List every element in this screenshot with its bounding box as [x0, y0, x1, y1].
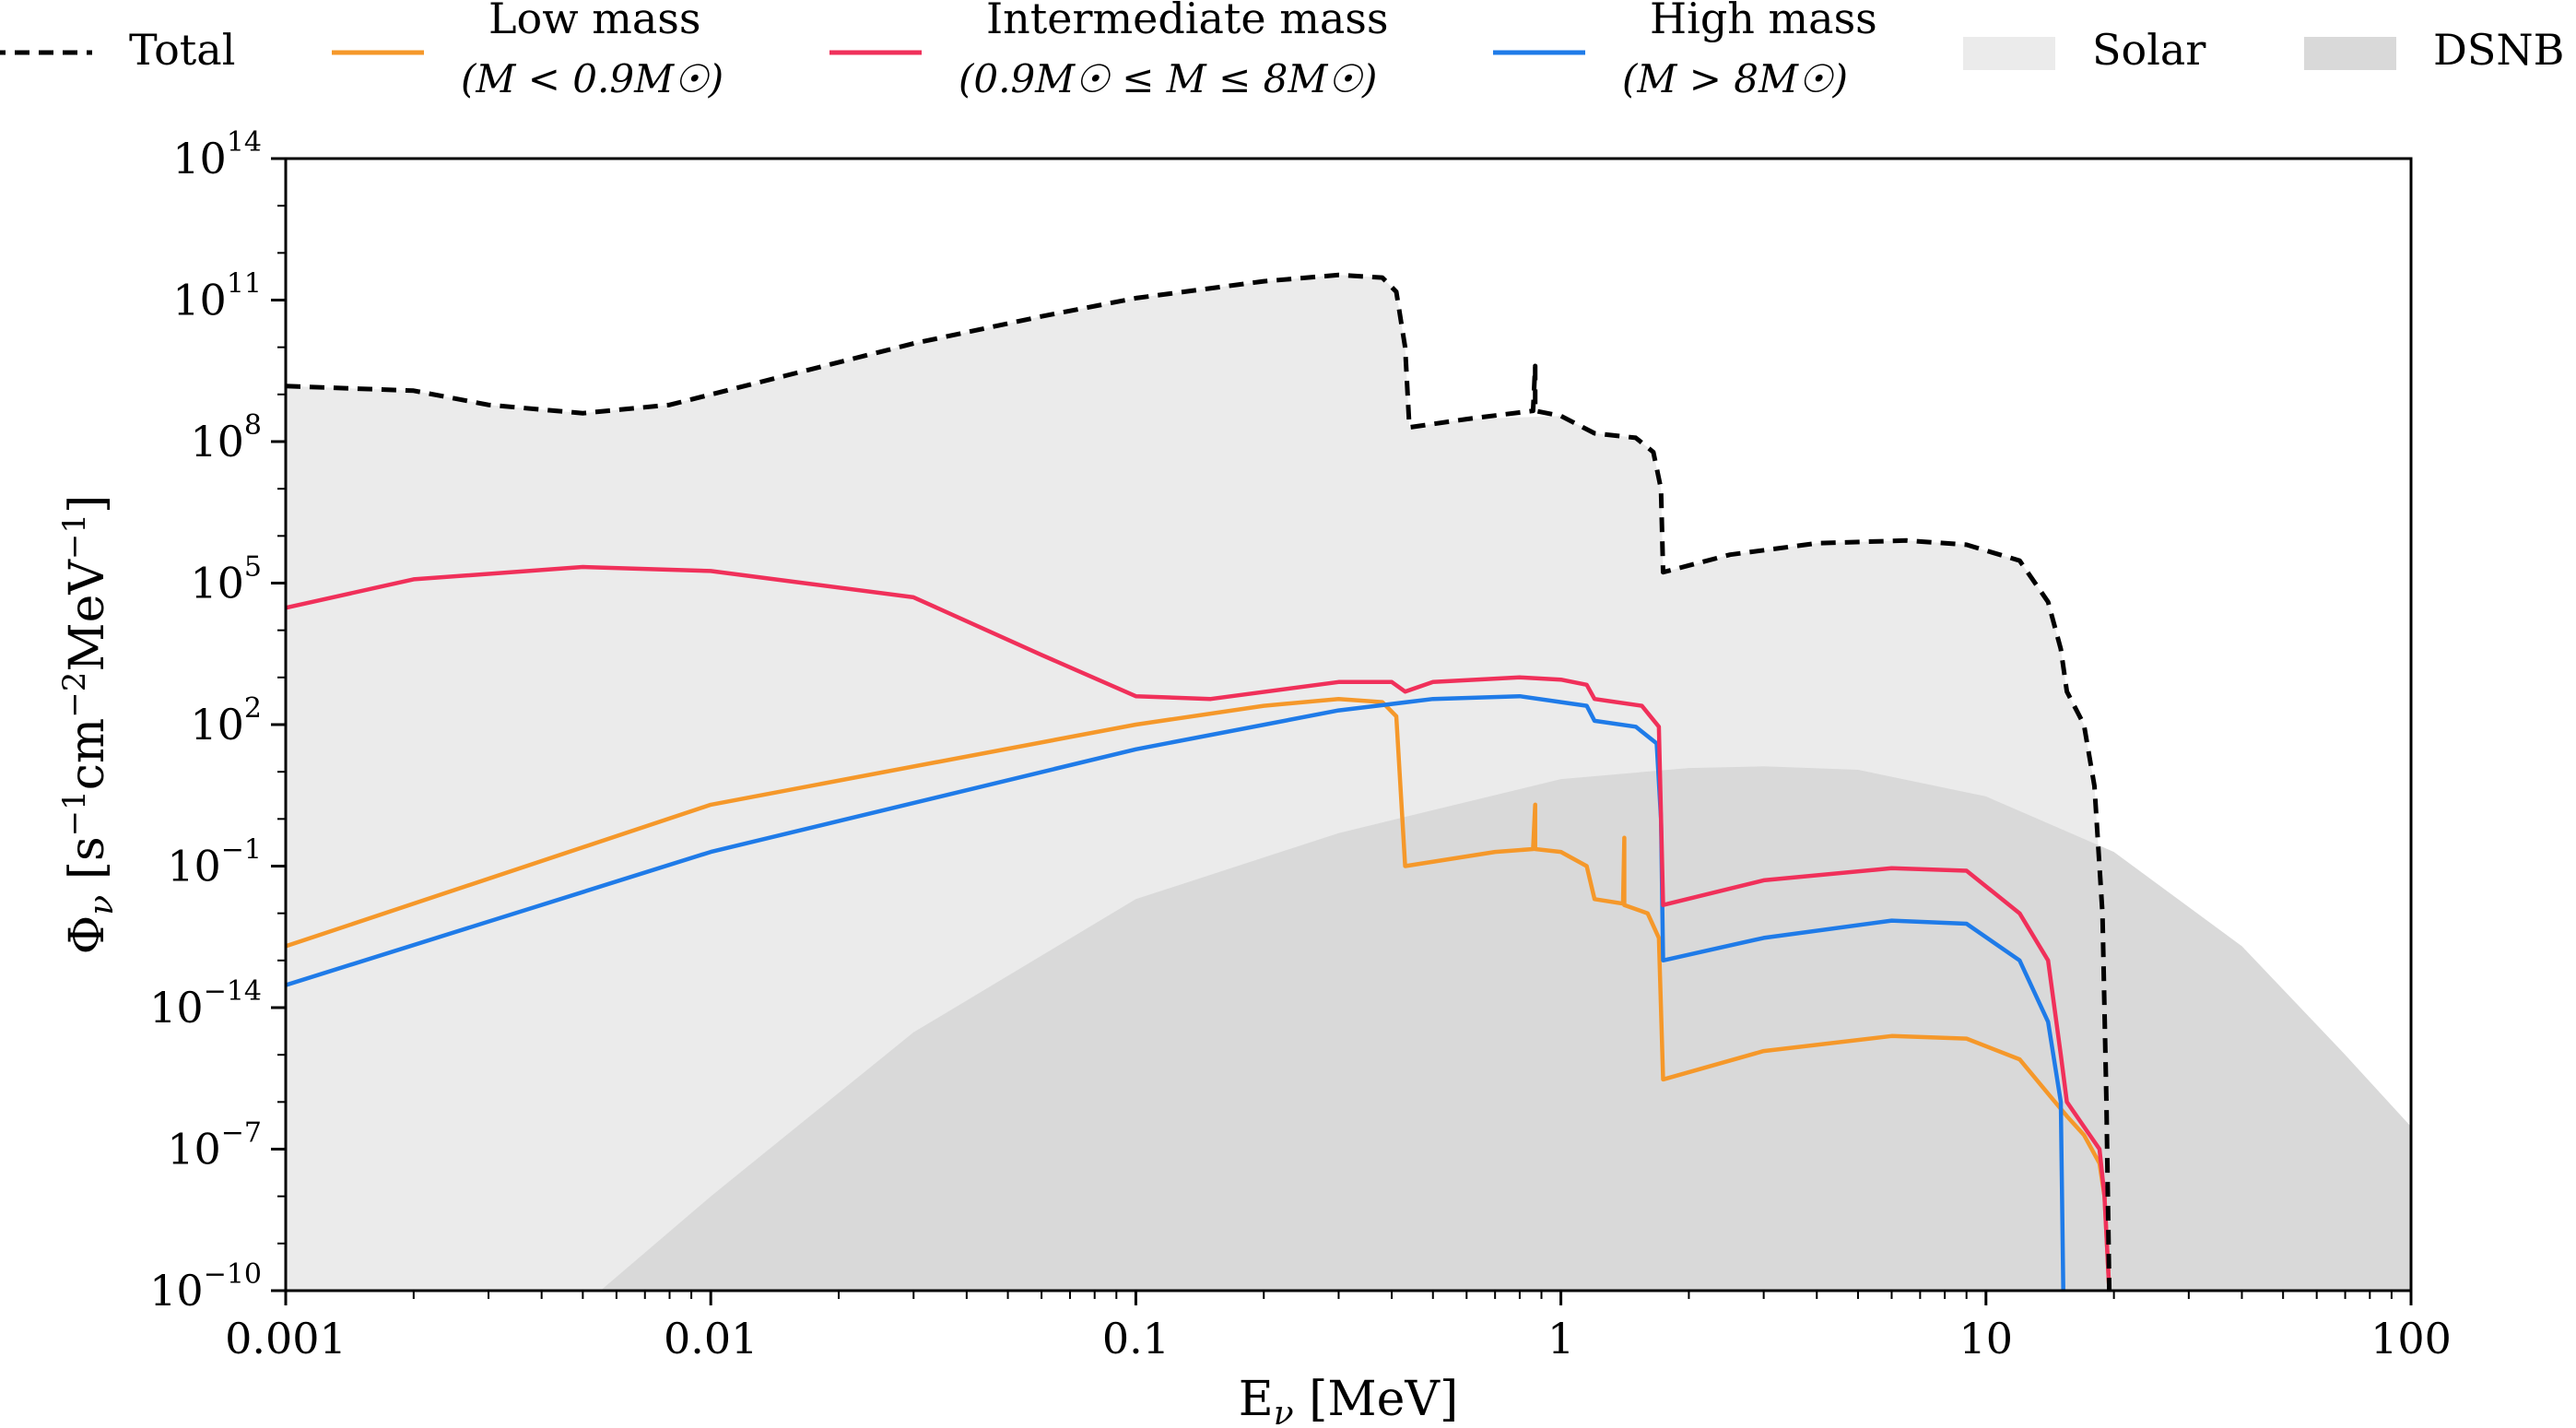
legend-item-intermediate: Intermediate mass (0.9M☉ ≤ M ≤ 8M☉) — [829, 0, 1389, 101]
legend-item-dsnb: DSNB — [2304, 25, 2564, 75]
background-bands — [286, 275, 2411, 1291]
x-tick-label: 0.1 — [1102, 1314, 1170, 1363]
y-tick-label: 105 — [190, 551, 262, 608]
x-tick-label: 0.001 — [225, 1314, 347, 1363]
dsnb-band — [600, 766, 2411, 1291]
series-line-intermediate — [286, 564, 2111, 1291]
legend-item-low: Low mass (M < 0.9M☉) — [332, 0, 723, 101]
legend-sublabel: (0.9M☉ ≤ M ≤ 8M☉) — [959, 56, 1377, 101]
x-axis: 0.001 0.01 0.1 1 10 100 — [225, 1291, 2452, 1363]
y-axis: 1014 1011 108 105 102 10−1 10−14 10−7 10−10 — [149, 126, 286, 1316]
legend-sublabel: (M > 8M☉) — [1622, 56, 1848, 101]
legend-sublabel: (M < 0.9M☉) — [461, 56, 723, 101]
y-tick-label: 10−14 — [149, 975, 262, 1033]
series-lines — [286, 272, 2112, 1291]
x-tick-label: 1 — [1547, 1314, 1574, 1363]
y-tick-label: 10−10 — [149, 1258, 262, 1316]
legend-item-solar: Solar — [1963, 25, 2205, 75]
y-tick-label: 1014 — [172, 126, 262, 183]
legend-item-total: Total — [0, 25, 235, 75]
legend-label: Intermediate mass — [986, 0, 1389, 43]
x-tick-label: 10 — [1959, 1314, 2014, 1363]
series-line-high — [286, 693, 2065, 1291]
y-tick-label: 1011 — [172, 268, 262, 325]
legend-label: DSNB — [2433, 25, 2564, 75]
x-tick-label: 100 — [2370, 1314, 2452, 1363]
legend-item-high: High mass (M > 8M☉) — [1493, 0, 1877, 101]
y-tick-label: 10−7 — [167, 1117, 262, 1174]
legend: Total Low mass (M < 0.9M☉) Intermediate mas… — [0, 0, 2564, 101]
x-axis-title: Eν [MeV] — [1239, 1372, 1459, 1428]
legend-label: Total — [129, 25, 235, 75]
y-tick-label: 102 — [190, 692, 262, 749]
legend-swatch — [1963, 37, 2055, 70]
series-line-low — [286, 696, 2111, 1291]
legend-label: Low mass — [488, 0, 701, 43]
series-line-total — [286, 272, 2112, 1291]
y-axis-title: Φν [s−1cm−2MeV−1] — [56, 495, 121, 955]
legend-label: High mass — [1650, 0, 1877, 43]
x-tick-label: 0.01 — [664, 1314, 758, 1363]
y-tick-label: 108 — [190, 409, 262, 466]
legend-label: Solar — [2092, 25, 2205, 75]
y-tick-label: 10−1 — [167, 834, 262, 891]
legend-swatch — [2304, 37, 2396, 70]
